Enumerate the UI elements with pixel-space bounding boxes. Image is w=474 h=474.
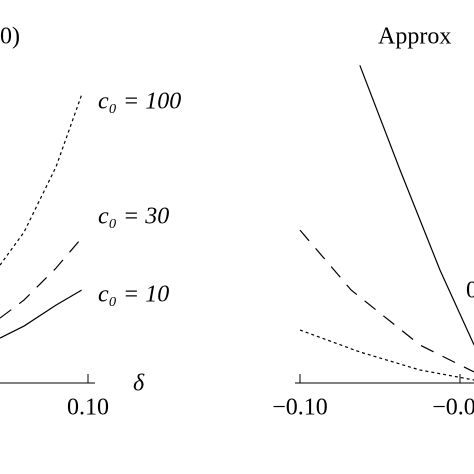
line <box>0 237 83 319</box>
x-tick-label: −0.05 <box>432 395 474 421</box>
line <box>299 329 474 381</box>
series-label: c₀ = 100 <box>98 89 181 115</box>
line <box>299 229 474 373</box>
line <box>0 94 83 266</box>
x-tick-label: 0.10 <box>67 395 109 421</box>
annotation: 0 <box>466 278 474 304</box>
x-axis-label: δ <box>133 371 145 397</box>
line <box>0 289 82 339</box>
series-label: c₀ = 30 <box>98 204 169 230</box>
chart-title: 0) <box>0 24 20 50</box>
series-label: c₀ = 10 <box>98 282 169 308</box>
x-tick-label: −0.10 <box>272 395 328 421</box>
chart-title: Approx <box>378 24 451 50</box>
line <box>359 65 474 346</box>
